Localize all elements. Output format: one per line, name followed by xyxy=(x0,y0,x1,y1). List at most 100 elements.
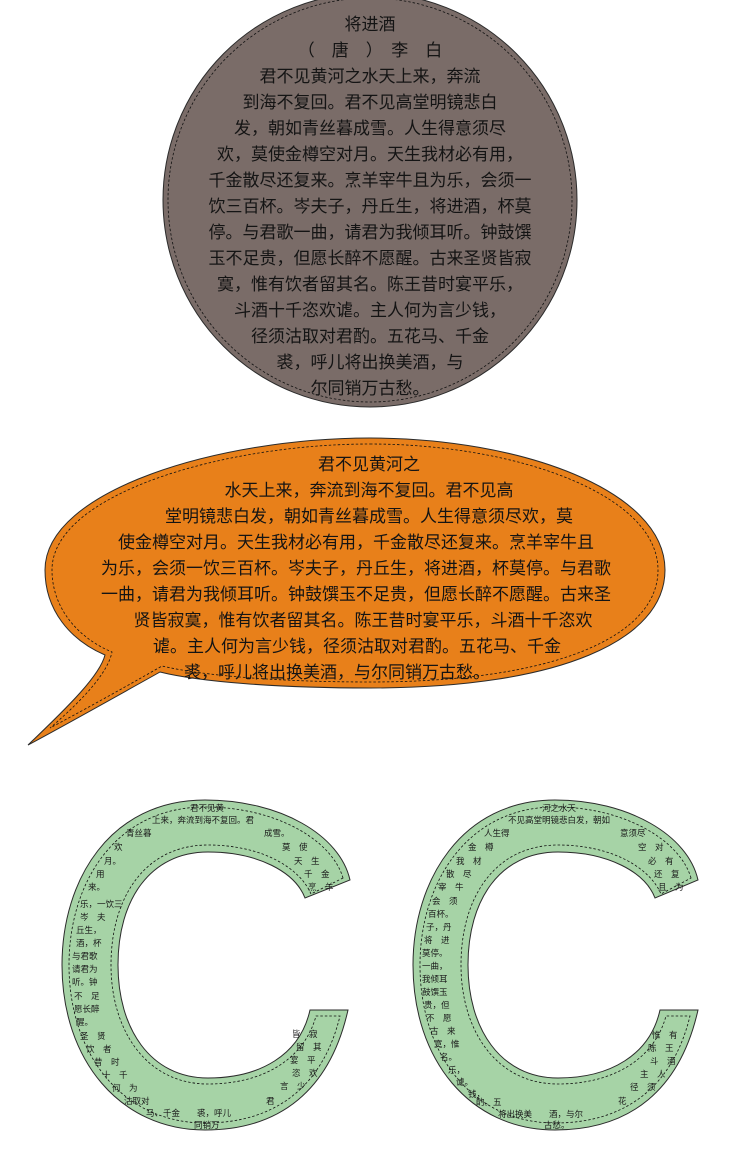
circle-poem-line: 欢，莫使金樽空对月。天生我材必有用， xyxy=(217,145,523,165)
circle-poem-line: 裘，呼儿将出换美酒，与 xyxy=(276,353,464,373)
c-left-line: 莫 使 xyxy=(282,843,308,853)
c-right-line: 意须尽 xyxy=(620,829,646,839)
c-left-line: 君 xyxy=(266,1097,275,1107)
c-left-line: 听。钟 xyxy=(72,978,98,988)
c-left-line: 言 少 xyxy=(280,1082,306,1092)
circle-poem-line: 寞，惟有饮者留其名。陈王昔时宴平乐， xyxy=(217,275,523,295)
circle-poem-line: 径须沽取对君酌。五花马、千金 xyxy=(251,327,489,347)
c-right-line: 将 进 xyxy=(424,936,450,946)
bubble-poem-line: 君不见黄河之 xyxy=(318,455,420,475)
c-right-line: 乐， xyxy=(448,1066,466,1076)
bubble-poem-line: 一曲，请君为我倾耳听。钟鼓馔玉不足贵，但愿长醉不愿醒。古来圣 xyxy=(101,585,611,605)
circle-dashed-border xyxy=(167,0,573,403)
c-right-line: 谑。 xyxy=(456,1078,474,1088)
c-left-shape xyxy=(61,799,351,1131)
c-left-line: 岑 夫 xyxy=(80,913,106,923)
bubble-poem-line: 使金樽空对月。天生我材必有用，千金散尽还复来。烹羊宰牛且 xyxy=(118,533,594,553)
c-right-line: 散 尽 xyxy=(446,870,472,880)
circle-shape xyxy=(162,0,578,408)
c-right-line: 古 来 xyxy=(430,1027,456,1037)
c-right-line: 金 樽 xyxy=(468,843,494,853)
c-left-line: 乐，一饮三 xyxy=(80,900,123,910)
circle-poem-line: 饮三百杯。岑夫子，丹丘生，将进酒，杯莫 xyxy=(208,197,532,217)
c-right-line: 酌。五 xyxy=(476,1098,502,1108)
circle-poem-title: 将进酒 xyxy=(344,15,396,35)
c-right-line: 惟 有 xyxy=(652,1031,678,1041)
c-right-line: 且 为 xyxy=(658,883,684,893)
c-right-shape xyxy=(412,799,699,1131)
c-left-line: 何 为 xyxy=(112,1084,138,1094)
c-left-line: 来。 xyxy=(88,883,106,893)
bubble-poem-line: 水天上来，奔流到海不复回。君不见高 xyxy=(224,481,514,501)
c-right-line: 子，丹 xyxy=(426,923,452,933)
c-left-line: 天 生 xyxy=(294,857,320,867)
c-left-line: 皆 寂 xyxy=(292,1030,318,1040)
c-right-line: 空 对 xyxy=(638,843,664,853)
c-left-line: 圣 贤 xyxy=(80,1032,106,1042)
bubble-poem-line: 谑。主人何为言少钱，径须沽取对君酌。五花马、千金 xyxy=(153,637,561,657)
c-right-line: 我 材 xyxy=(456,857,482,867)
circle-poem-line: 尔同销万古愁。 xyxy=(310,379,430,399)
c-right-dashed-border xyxy=(419,806,692,1124)
circle-poem-line: 停。与君歌一曲，请君为我倾耳听。钟鼓馔 xyxy=(208,223,532,243)
c-left-line: 宴 平 xyxy=(290,1056,316,1066)
c-left-line: 饮 者 xyxy=(86,1045,112,1055)
circle-poem-line: 到海不复回。君不见高堂明镜悲白 xyxy=(242,93,498,113)
c-right-line: 我倾耳 xyxy=(422,975,448,985)
c-right-line: 不见高堂明镜悲白发，朝如 xyxy=(508,816,611,826)
c-right-line: 会 须 xyxy=(432,897,458,907)
circle-poem-line: 斗酒十千恣欢谑。主人何为言少钱， xyxy=(234,301,506,321)
c-right-line: 必 有 xyxy=(648,857,674,867)
c-left-line: 酒，杯 xyxy=(76,939,102,949)
bubble-poem-line: 裘，呼儿将出换美酒，与尔同销万古愁。 xyxy=(184,663,490,683)
c-right-line: 不 愿 xyxy=(426,1014,452,1024)
c-left-line: 马、千金 裘，呼儿 xyxy=(146,1109,232,1119)
c-left-line: 成雪。 xyxy=(264,829,290,839)
c-left-line: 昔 时 xyxy=(94,1058,120,1068)
c-left-line: 上来，奔流到海不复回。君 xyxy=(152,816,255,826)
c-left-line: 千 金 xyxy=(304,870,330,880)
c-right-line: 还 复 xyxy=(654,870,680,880)
circle-poem-line: 发，朝如青丝暮成雪。人生得意须尽 xyxy=(234,119,506,139)
c-right-line: 宰 牛 xyxy=(438,883,464,893)
c-right-line: 钱， xyxy=(468,1090,486,1100)
c-right-line: 鼓馔玉 xyxy=(422,988,448,998)
c-right-line: 陈 王 xyxy=(648,1044,674,1054)
c-left-line: 十 千 xyxy=(102,1071,128,1081)
c-right-line: 花 xyxy=(618,1097,627,1107)
c-left-line: 烹 羊 xyxy=(308,883,334,893)
c-right-line: 古愁。 xyxy=(544,1121,570,1131)
c-left-line: 不 足 xyxy=(74,992,100,1002)
c-left-line: 同销万 xyxy=(194,1121,220,1131)
c-left-line: 青丝暮 xyxy=(126,829,152,839)
circle-poem-line: 君不见黄河之水天上来，奔流 xyxy=(259,67,481,87)
c-left-line: 丘生， xyxy=(76,926,102,936)
bubble-poem-line: 为乐，会须一饮三百杯。岑夫子，丹丘生，将进酒，杯莫停。与君歌 xyxy=(101,559,611,579)
c-left-line: 用 xyxy=(96,870,105,880)
circle-poem-line: 玉不足贵，但愿长醉不愿醒。古来圣贤皆寂 xyxy=(208,249,532,269)
bubble-poem-line: 堂明镜悲白发，朝如青丝暮成雪。人生得意须尽欢，莫 xyxy=(165,507,573,527)
c-right-line: 一曲， xyxy=(422,962,448,972)
c-left-line: 欢 xyxy=(114,843,123,853)
c-left-line: 月。 xyxy=(104,857,122,867)
c-left-line: 愿长醉 xyxy=(74,1005,100,1015)
c-right-line: 主 人 xyxy=(640,1070,666,1080)
circle-poem-author: （ 唐 ） 李 白 xyxy=(297,41,443,61)
c-left-line: 沽取对 xyxy=(124,1097,150,1107)
c-right-line: 径 须 xyxy=(630,1083,656,1093)
circle-poem-line: 千金散尽还复来。烹羊宰牛且为乐，会须一 xyxy=(208,171,532,191)
c-right-line: 贵，但 xyxy=(424,1001,450,1011)
c-right-line: 名。 xyxy=(440,1053,458,1063)
c-right-line: 将出换美 酒，与尔 xyxy=(498,1110,584,1120)
c-left-line: 醒。 xyxy=(76,1018,94,1028)
bubble-poem-line: 贤皆寂寞，惟有饮者留其名。陈王昔时宴平乐，斗酒十千恣欢 xyxy=(133,611,593,631)
c-right-line: 斗 酒 xyxy=(650,1057,676,1067)
c-left-line: 恣 欢 xyxy=(292,1069,318,1079)
c-left-line: 与君歌 xyxy=(72,952,98,962)
speech-bubble-shape xyxy=(27,437,666,746)
c-left-dashed-border xyxy=(68,806,344,1124)
c-left-line: 请君为 xyxy=(72,965,98,975)
c-right-line: 人生得 xyxy=(484,829,510,839)
c-left-line: 君不见黄 xyxy=(190,804,225,814)
